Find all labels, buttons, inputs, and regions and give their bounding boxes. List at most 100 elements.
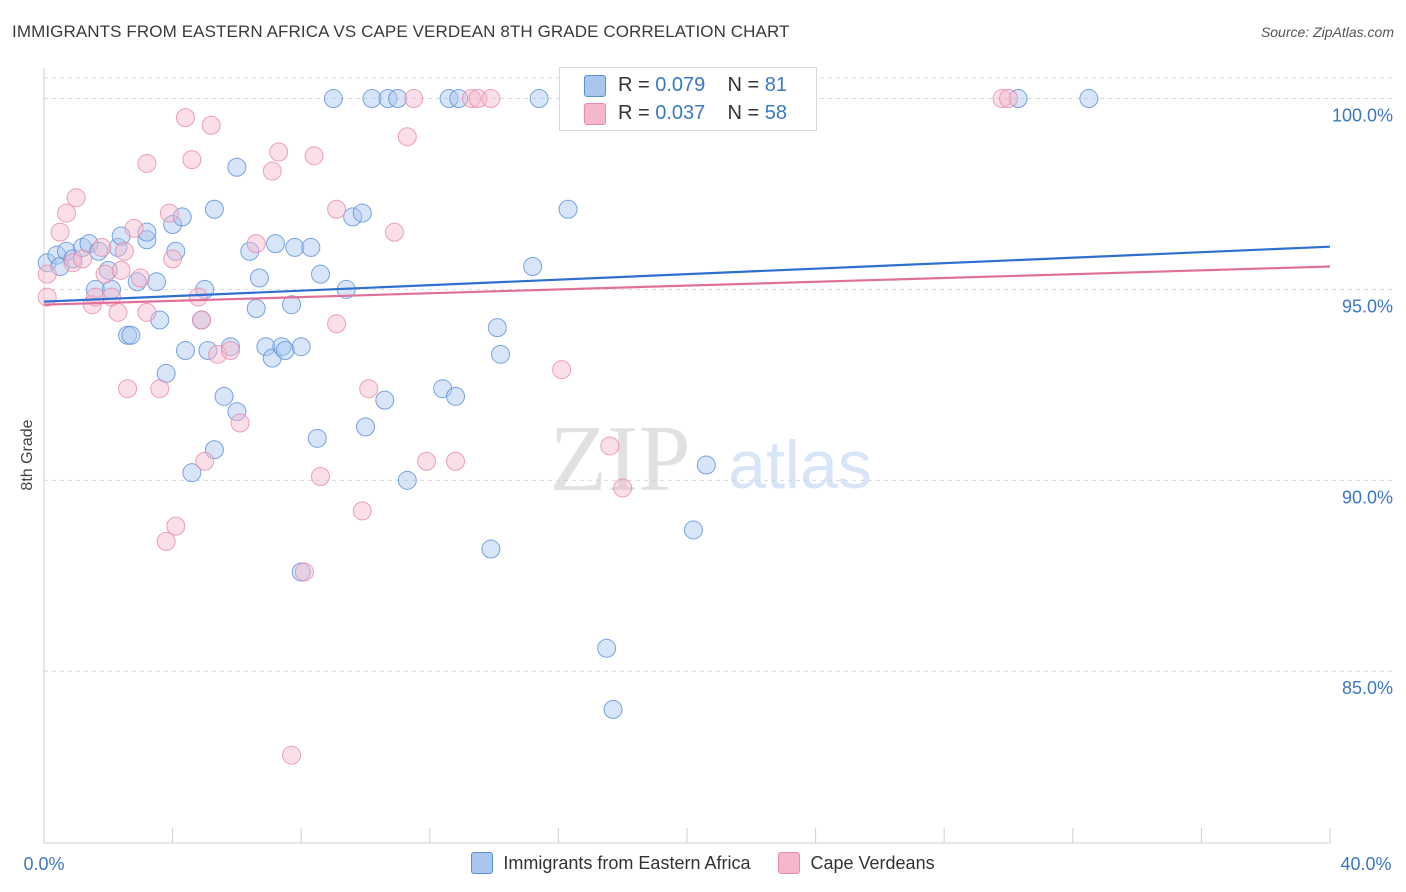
data-point-eastern-africa <box>227 157 247 177</box>
data-point-cape-verdean <box>124 218 144 238</box>
data-point-cape-verdean <box>992 89 1012 109</box>
data-point-cape-verdean <box>57 203 77 223</box>
data-point-cape-verdean <box>294 562 314 582</box>
stats-n-label: N = <box>727 102 765 124</box>
data-point-cape-verdean <box>118 379 138 399</box>
data-point-cape-verdean <box>600 436 620 456</box>
legend: Immigrants from Eastern Africa Cape Verd… <box>0 852 1406 874</box>
data-point-cape-verdean <box>111 260 131 280</box>
data-point-cape-verdean <box>166 516 186 536</box>
data-point-eastern-africa <box>529 89 549 109</box>
data-point-eastern-africa <box>323 89 343 109</box>
data-point-eastern-africa <box>481 539 501 559</box>
trend-line-cape-verdean <box>43 265 1331 306</box>
data-point-cape-verdean <box>137 302 157 322</box>
data-point-cape-verdean <box>613 478 633 498</box>
data-point-cape-verdean <box>50 222 70 242</box>
data-point-cape-verdean <box>182 150 202 170</box>
trend-line-eastern-africa <box>43 245 1331 303</box>
data-point-cape-verdean <box>63 253 83 273</box>
data-point-eastern-africa <box>47 245 67 265</box>
data-point-eastern-africa <box>558 199 578 219</box>
data-point-eastern-africa <box>137 230 157 250</box>
data-point-cape-verdean <box>397 127 417 147</box>
stats-r-value: 0.079 <box>655 74 706 96</box>
watermark-zip: ZIP <box>550 407 691 511</box>
data-point-eastern-africa <box>246 299 266 319</box>
data-point-eastern-africa <box>1079 89 1099 109</box>
data-point-cape-verdean <box>269 142 289 162</box>
data-point-eastern-africa <box>256 337 276 357</box>
data-point-cape-verdean <box>192 310 212 330</box>
stats-n-value: 81 <box>764 74 788 96</box>
data-point-eastern-africa <box>121 325 141 345</box>
watermark: ZIP atlas <box>550 407 872 511</box>
data-point-eastern-africa <box>362 89 382 109</box>
data-point-cape-verdean <box>156 531 176 551</box>
stats-row-pink: R = 0.037 N = 58 <box>584 102 787 125</box>
data-point-cape-verdean <box>92 237 112 257</box>
data-point-cape-verdean <box>195 451 215 471</box>
stats-n-label: N = <box>727 74 765 96</box>
data-point-eastern-africa <box>1008 89 1028 109</box>
data-point-eastern-africa <box>175 341 195 361</box>
data-point-cape-verdean <box>282 745 302 765</box>
data-point-eastern-africa <box>397 470 417 490</box>
legend-swatch-blue <box>471 852 494 874</box>
axes <box>43 68 1331 844</box>
data-point-cape-verdean <box>114 241 134 261</box>
data-point-eastern-africa <box>240 241 260 261</box>
y-tick-label: 85.0% <box>1342 678 1393 698</box>
data-point-cape-verdean <box>163 249 183 269</box>
y-tick-label: 100.0% <box>1332 106 1393 126</box>
data-point-eastern-africa <box>137 222 157 242</box>
data-point-cape-verdean <box>552 360 572 380</box>
data-point-eastern-africa <box>352 203 372 223</box>
legend-item-eastern-africa[interactable]: Immigrants from Eastern Africa <box>471 852 750 874</box>
legend-swatch-pink <box>778 852 801 874</box>
data-point-cape-verdean <box>327 199 347 219</box>
source-label: Source: ZipAtlas.com <box>1260 24 1394 40</box>
data-point-eastern-africa <box>163 215 183 235</box>
data-point-cape-verdean <box>246 234 266 254</box>
data-point-eastern-africa <box>487 318 507 338</box>
data-point-eastern-africa <box>291 337 311 357</box>
data-point-eastern-africa <box>198 341 218 361</box>
data-point-cape-verdean <box>175 108 195 128</box>
data-point-cape-verdean <box>73 249 93 269</box>
stats-r-label: R = <box>618 102 656 124</box>
stats-swatch-blue <box>584 74 606 97</box>
data-point-cape-verdean <box>310 466 330 486</box>
data-point-cape-verdean <box>327 314 347 334</box>
data-point-eastern-africa <box>285 237 305 257</box>
data-point-cape-verdean <box>208 344 228 364</box>
data-point-cape-verdean <box>999 89 1018 109</box>
legend-item-cape-verdeans[interactable]: Cape Verdeans <box>778 852 935 874</box>
stats-swatch-pink <box>584 102 606 125</box>
data-point-eastern-africa <box>37 253 57 273</box>
data-point-cape-verdean <box>230 413 250 433</box>
data-point-cape-verdean <box>37 264 57 284</box>
data-point-cape-verdean <box>304 146 324 166</box>
data-point-cape-verdean <box>130 268 150 288</box>
data-point-cape-verdean <box>159 203 179 223</box>
data-point-cape-verdean <box>201 115 221 135</box>
data-point-eastern-africa <box>696 455 716 475</box>
data-point-eastern-africa <box>603 699 623 719</box>
x-tick-label-min: 0.0% <box>23 854 64 874</box>
data-point-eastern-africa <box>147 272 167 292</box>
data-point-eastern-africa <box>310 264 330 284</box>
data-point-cape-verdean <box>352 501 372 521</box>
data-point-cape-verdean <box>95 264 115 284</box>
data-point-cape-verdean <box>137 153 157 173</box>
stats-r-label: R = <box>618 74 656 96</box>
data-point-eastern-africa <box>265 234 285 254</box>
data-point-eastern-africa <box>378 89 398 109</box>
data-point-cape-verdean <box>462 89 482 109</box>
data-point-eastern-africa <box>523 257 543 277</box>
data-point-eastern-africa <box>227 402 247 422</box>
data-point-cape-verdean <box>446 451 466 471</box>
data-point-eastern-africa <box>172 207 192 227</box>
data-point-eastern-africa <box>491 344 511 364</box>
data-point-eastern-africa <box>89 241 109 261</box>
